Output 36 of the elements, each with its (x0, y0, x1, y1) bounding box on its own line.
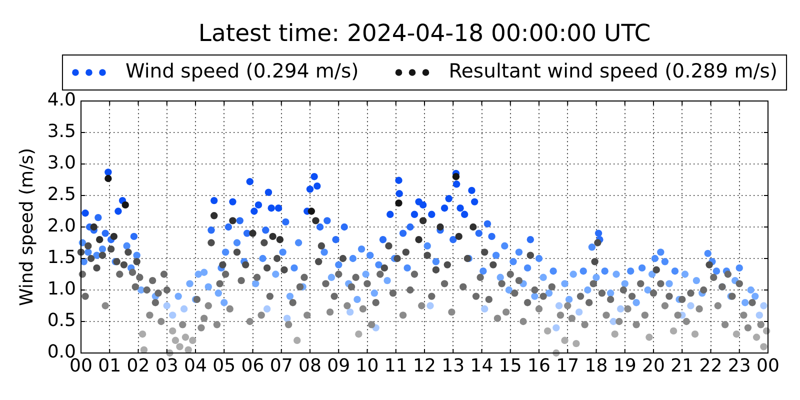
x-tick-label: 09 (327, 355, 350, 376)
x-tick-label: 11 (384, 355, 408, 376)
x-tick-label: 20 (642, 355, 665, 376)
x-tick-label: 22 (699, 355, 722, 376)
x-tick-label: 19 (613, 355, 636, 376)
x-tick-label: 16 (528, 355, 550, 376)
y-tick-label: 3.5 (47, 121, 76, 142)
x-tick-label: 07 (270, 355, 293, 376)
x-tick-label: 05 (212, 355, 236, 376)
x-tick-label: 14 (470, 355, 494, 376)
x-tick-label: 18 (584, 355, 608, 376)
x-tick-label: 10 (356, 355, 379, 376)
y-tick-label: 2.0 (47, 216, 76, 237)
legend-label: Wind speed (0.294 m/s) (125, 60, 359, 83)
chart-title: Latest time: 2024-04-18 00:00:00 UTC (198, 19, 651, 48)
x-tick-label: 15 (498, 355, 522, 376)
x-tick-label: 01 (98, 355, 122, 376)
y-tick-label: 1.0 (47, 278, 76, 300)
x-tick-label: 02 (126, 355, 150, 376)
y-tick-label: 1.5 (47, 247, 76, 268)
y-tick-label: 0.5 (47, 310, 76, 332)
x-tick-label: 23 (728, 355, 751, 376)
y-tick-label: 4.0 (47, 90, 76, 111)
y-tick-label: 3.0 (47, 152, 76, 174)
x-tick-label: 21 (670, 355, 694, 376)
y-axis-title: Wind speed (m/s) (16, 148, 38, 306)
x-tick-label: 13 (442, 355, 465, 376)
x-tick-label: 04 (184, 355, 207, 376)
x-tick-label: 08 (298, 355, 322, 376)
x-tick-label: 17 (556, 355, 580, 376)
x-tick-label: 12 (413, 355, 436, 376)
legend-label: Resultant wind speed (0.289 m/s) (448, 60, 778, 83)
x-tick-label: 06 (241, 355, 264, 376)
y-tick-label: 2.5 (47, 184, 76, 206)
x-tick-label: 03 (155, 355, 178, 376)
x-tick-label: 00 (756, 355, 780, 376)
